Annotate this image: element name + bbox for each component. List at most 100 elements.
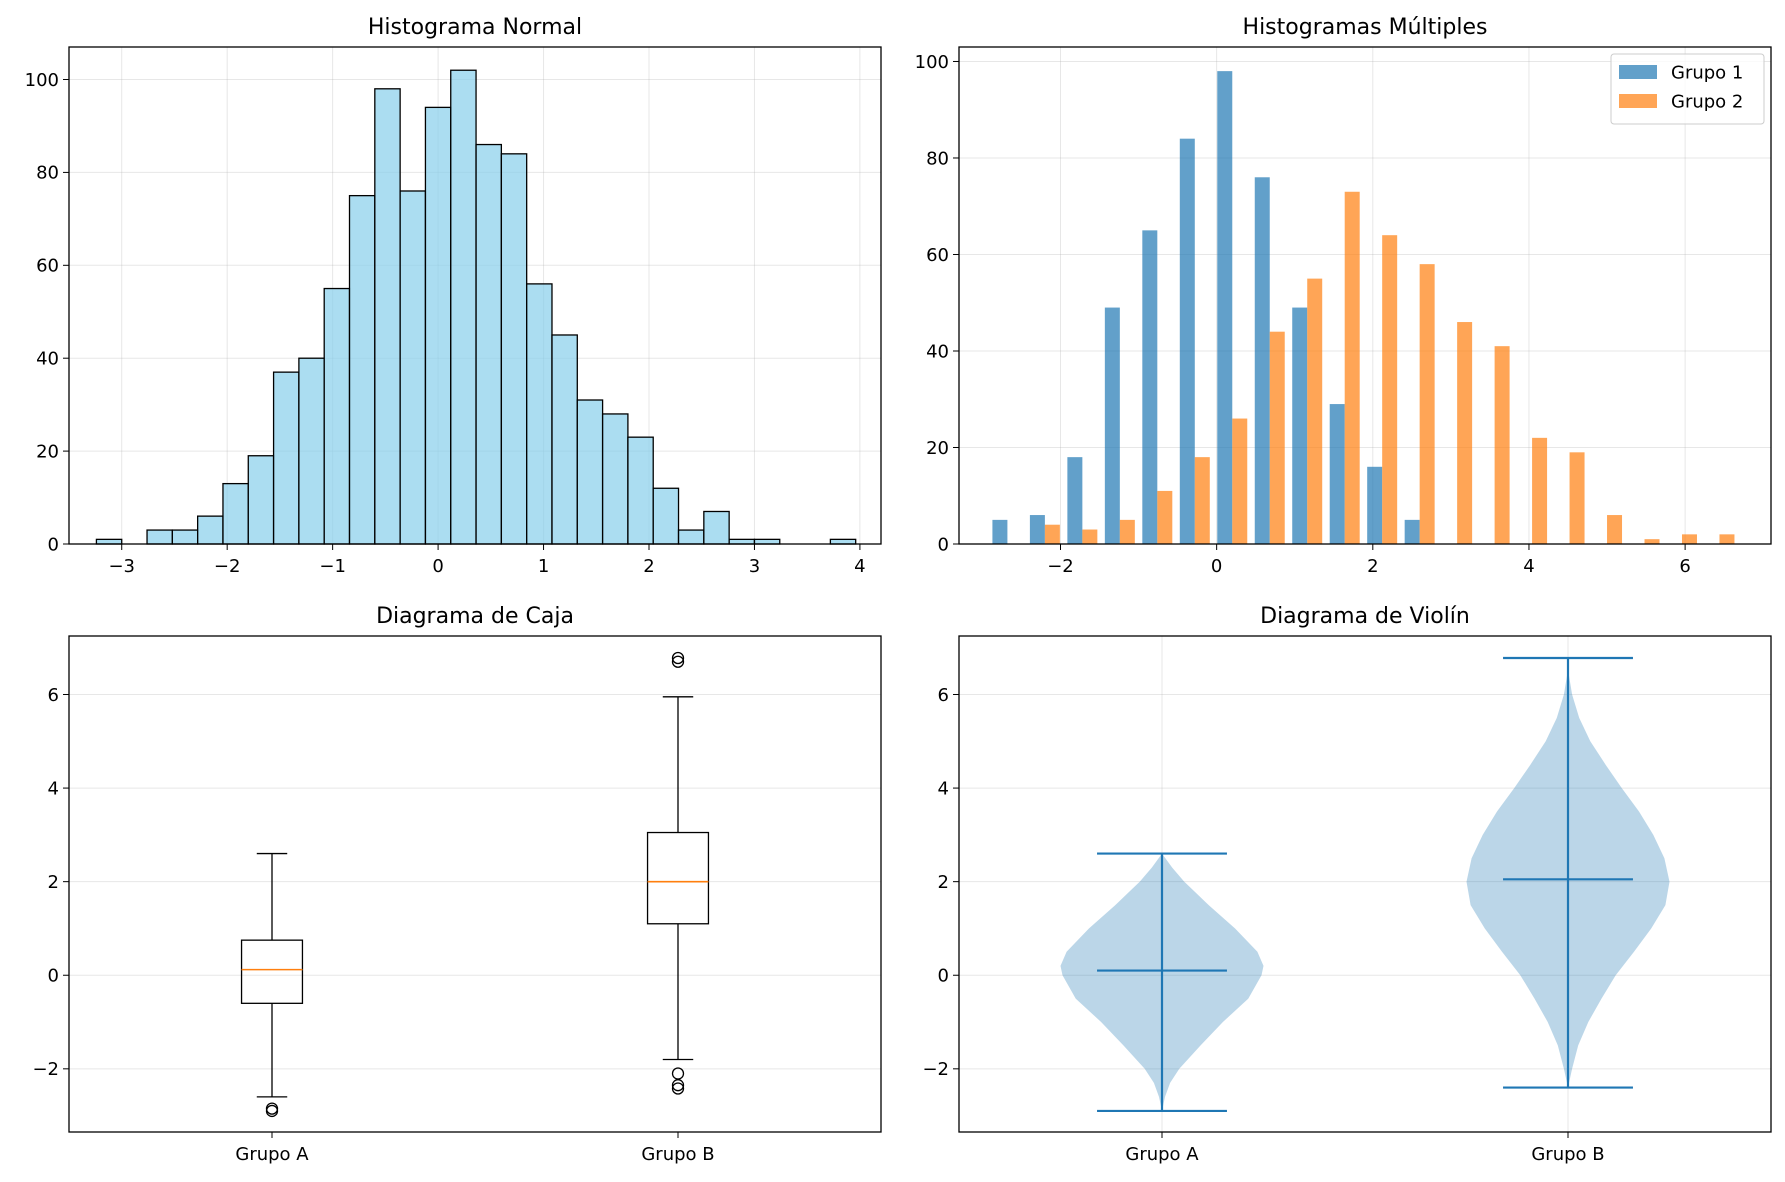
histogram-bar-2 <box>1494 346 1510 544</box>
y-tick-label: 0 <box>938 534 949 555</box>
legend-swatch <box>1619 65 1657 79</box>
legend-label: Grupo 1 <box>1671 62 1743 83</box>
histogram-bar <box>272 371 300 545</box>
chart-title: Histograma Normal <box>368 15 582 40</box>
histogram-bar-2 <box>1232 418 1248 544</box>
histogram-bar-2 <box>1044 524 1060 544</box>
histogram-bar-2 <box>1269 331 1285 544</box>
histogram-bar <box>222 482 249 545</box>
histogram-bar-2 <box>1457 322 1473 544</box>
y-tick-label: 40 <box>926 341 949 362</box>
y-tick-label: 60 <box>36 256 59 277</box>
histogram-bar <box>197 515 224 545</box>
histogram-bar <box>424 106 452 545</box>
histogram-bar <box>95 538 123 545</box>
y-tick-label: 80 <box>926 148 949 169</box>
histogram-bar <box>677 529 705 545</box>
histogram-bar <box>576 399 604 545</box>
y-tick-label: 100 <box>25 70 59 91</box>
y-tick-label: 4 <box>48 778 59 799</box>
histogram-bar-2 <box>1607 515 1623 544</box>
histogram-bar-2 <box>1119 519 1135 544</box>
box <box>240 939 304 1004</box>
histogram-bar-1 <box>1217 71 1233 544</box>
outlier-point <box>671 1079 685 1092</box>
histogram-bar <box>601 413 629 545</box>
y-tick-label: 4 <box>938 778 949 799</box>
histogram-bar <box>627 436 654 545</box>
histogram-bar <box>652 487 680 545</box>
histogram-bar <box>374 88 401 545</box>
histogram-bar <box>146 529 173 545</box>
x-category-label: Grupo B <box>1531 1144 1604 1165</box>
histogram-bar-1 <box>1367 466 1383 544</box>
x-category-label: Grupo A <box>1125 1144 1199 1165</box>
histogram-bar-1 <box>1404 519 1420 544</box>
histogram-bar-2 <box>1681 534 1697 544</box>
outlier-point <box>265 1104 279 1118</box>
histogram-bar-1 <box>1329 404 1345 544</box>
histogram-bar <box>728 538 756 545</box>
outlier-point <box>671 651 685 665</box>
x-tick-label: 4 <box>854 556 865 577</box>
histogram-bar <box>500 153 528 545</box>
chart-title: Diagrama de Violín <box>1260 604 1470 629</box>
legend: Grupo 1 Grupo 2 <box>1610 53 1765 125</box>
histogram-bar-1 <box>992 519 1008 544</box>
histogram-normal-panel: 0 20 40 60 80 100 −3 −2 −1 0 1 2 3 4 Histograma Normal <box>25 15 882 577</box>
x-tick-label: −1 <box>319 556 346 577</box>
y-tick-label: 20 <box>36 441 59 462</box>
histogram-bar-2 <box>1644 539 1660 544</box>
histograms-multiple-panel: 0 20 40 60 80 100 −2 0 2 4 6 Grupo 1 Grupo 2 Histogra… <box>915 15 1772 577</box>
histogram-bar-2 <box>1569 452 1585 544</box>
histogram-bar <box>475 143 503 545</box>
x-tick-label: 2 <box>643 556 654 577</box>
axes-frame <box>68 635 882 1133</box>
axes-frame <box>958 46 1772 545</box>
legend-label: Grupo 2 <box>1671 91 1743 112</box>
x-tick-label: −2 <box>214 556 241 577</box>
outlier-point <box>671 1082 685 1095</box>
axes-frame <box>68 46 882 545</box>
histogram-bar <box>298 357 325 545</box>
histogram-bar-2 <box>1157 490 1173 544</box>
x-category-label: Grupo B <box>641 1144 714 1165</box>
outlier-point <box>671 1067 685 1080</box>
legend-swatch <box>1619 94 1657 108</box>
y-tick-label: 0 <box>938 966 949 987</box>
histogram-bar <box>323 287 351 545</box>
histogram-bar-2 <box>1082 529 1098 544</box>
histogram-bar-2 <box>1532 437 1548 544</box>
y-tick-label: 40 <box>36 349 59 370</box>
histogram-bar-1 <box>1179 138 1195 544</box>
histogram-bar-1 <box>1292 307 1308 544</box>
axes-frame <box>958 635 1772 1133</box>
histogram-bar <box>450 69 477 545</box>
x-category-label: Grupo A <box>235 1144 309 1165</box>
histogram-bar-2 <box>1419 264 1435 544</box>
y-tick-label: 0 <box>48 966 59 987</box>
y-tick-label: 2 <box>938 872 949 893</box>
x-tick-label: 6 <box>1679 556 1690 577</box>
histogram-bar <box>753 538 781 545</box>
x-tick-label: 4 <box>1523 556 1534 577</box>
y-tick-label: 80 <box>36 163 59 184</box>
x-tick-label: 3 <box>749 556 760 577</box>
x-tick-label: 1 <box>538 556 549 577</box>
x-tick-label: 2 <box>1367 556 1378 577</box>
histogram-bar-2 <box>1382 235 1398 545</box>
outlier-point <box>671 655 685 668</box>
histogram-bar <box>551 334 578 545</box>
histogram-bar-1 <box>1029 515 1045 544</box>
histogram-bar <box>171 529 199 545</box>
histogram-bar-1 <box>1104 307 1120 544</box>
histogram-bar <box>703 510 730 545</box>
chart-title: Histogramas Múltiples <box>1243 15 1488 40</box>
histogram-bar-2 <box>1344 191 1360 545</box>
y-tick-label: 0 <box>48 534 59 555</box>
x-tick-label: −3 <box>108 556 135 577</box>
y-tick-label: −2 <box>922 1059 949 1080</box>
y-tick-label: 6 <box>48 685 59 706</box>
y-tick-label: 100 <box>915 52 949 73</box>
